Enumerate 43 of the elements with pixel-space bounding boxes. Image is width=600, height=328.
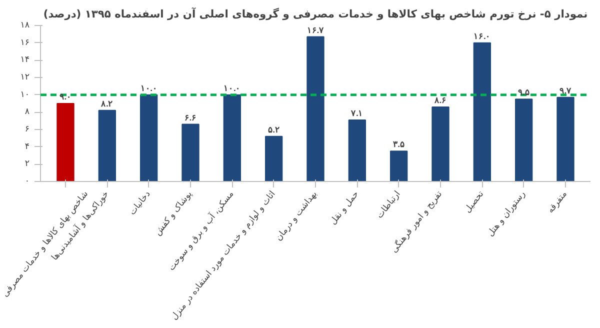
data-label: ۱۶.۷ — [306, 24, 324, 35]
x-tick-label: متفرقه — [546, 189, 570, 216]
bar — [556, 96, 574, 182]
data-label: ۵.۲ — [268, 124, 280, 134]
x-tick-label: دخانیات — [128, 189, 153, 218]
data-label: ۱۶.۰ — [474, 30, 491, 41]
bar — [182, 124, 200, 182]
bar — [98, 110, 116, 182]
data-label: ۸.۲ — [100, 98, 114, 108]
y-tick-label: ۲ — [24, 159, 30, 170]
y-tick-label: ۰ — [24, 176, 30, 186]
bar — [348, 119, 366, 182]
y-tick-label: ۴ — [24, 142, 30, 152]
data-label: ۸.۶ — [433, 94, 447, 105]
data-label: ۹.۷ — [559, 85, 572, 96]
data-label: ۹.۵ — [518, 87, 530, 98]
y-tick-label: ۱۰ — [20, 90, 30, 100]
y-tick-label: ۱۴ — [20, 55, 30, 66]
bar — [56, 103, 74, 182]
y-tick-label: ۱۸ — [20, 20, 30, 30]
x-tick-label: حمل و نقل — [328, 189, 362, 227]
y-tick-label: ۱۲ — [20, 72, 30, 82]
y-tick-label: ۶ — [24, 124, 30, 134]
x-tick-label: بهداشت و درمان — [274, 189, 320, 243]
bar — [306, 36, 324, 182]
bar — [473, 42, 491, 182]
data-label: ۳.۵ — [392, 139, 405, 150]
data-label: ۶.۶ — [184, 112, 197, 122]
data-label: ۱۰.۰ — [224, 82, 241, 93]
data-label: ۷.۱ — [350, 108, 364, 118]
bar — [390, 150, 408, 182]
y-tick-label: ۱۶ — [20, 38, 30, 48]
bar — [223, 94, 241, 182]
bar — [432, 106, 450, 182]
x-tick-label: رستوران و هتل — [486, 189, 528, 239]
x-tick-label: ارتباطات — [375, 189, 403, 221]
data-label: ۱۰.۰ — [140, 82, 158, 93]
x-tick-label: تحصیل — [462, 188, 486, 215]
bar — [265, 136, 283, 182]
bar — [515, 98, 533, 182]
chart-title: نمودار ۵- نرخ تورم شاخص بهای کالاها و خدمات مصرفی و گروه‌های اصلی آن در اسفندماه ۱۳۹۵ (درصد) — [43, 6, 588, 20]
y-tick-label: ۸ — [24, 107, 30, 118]
bar — [140, 94, 158, 182]
